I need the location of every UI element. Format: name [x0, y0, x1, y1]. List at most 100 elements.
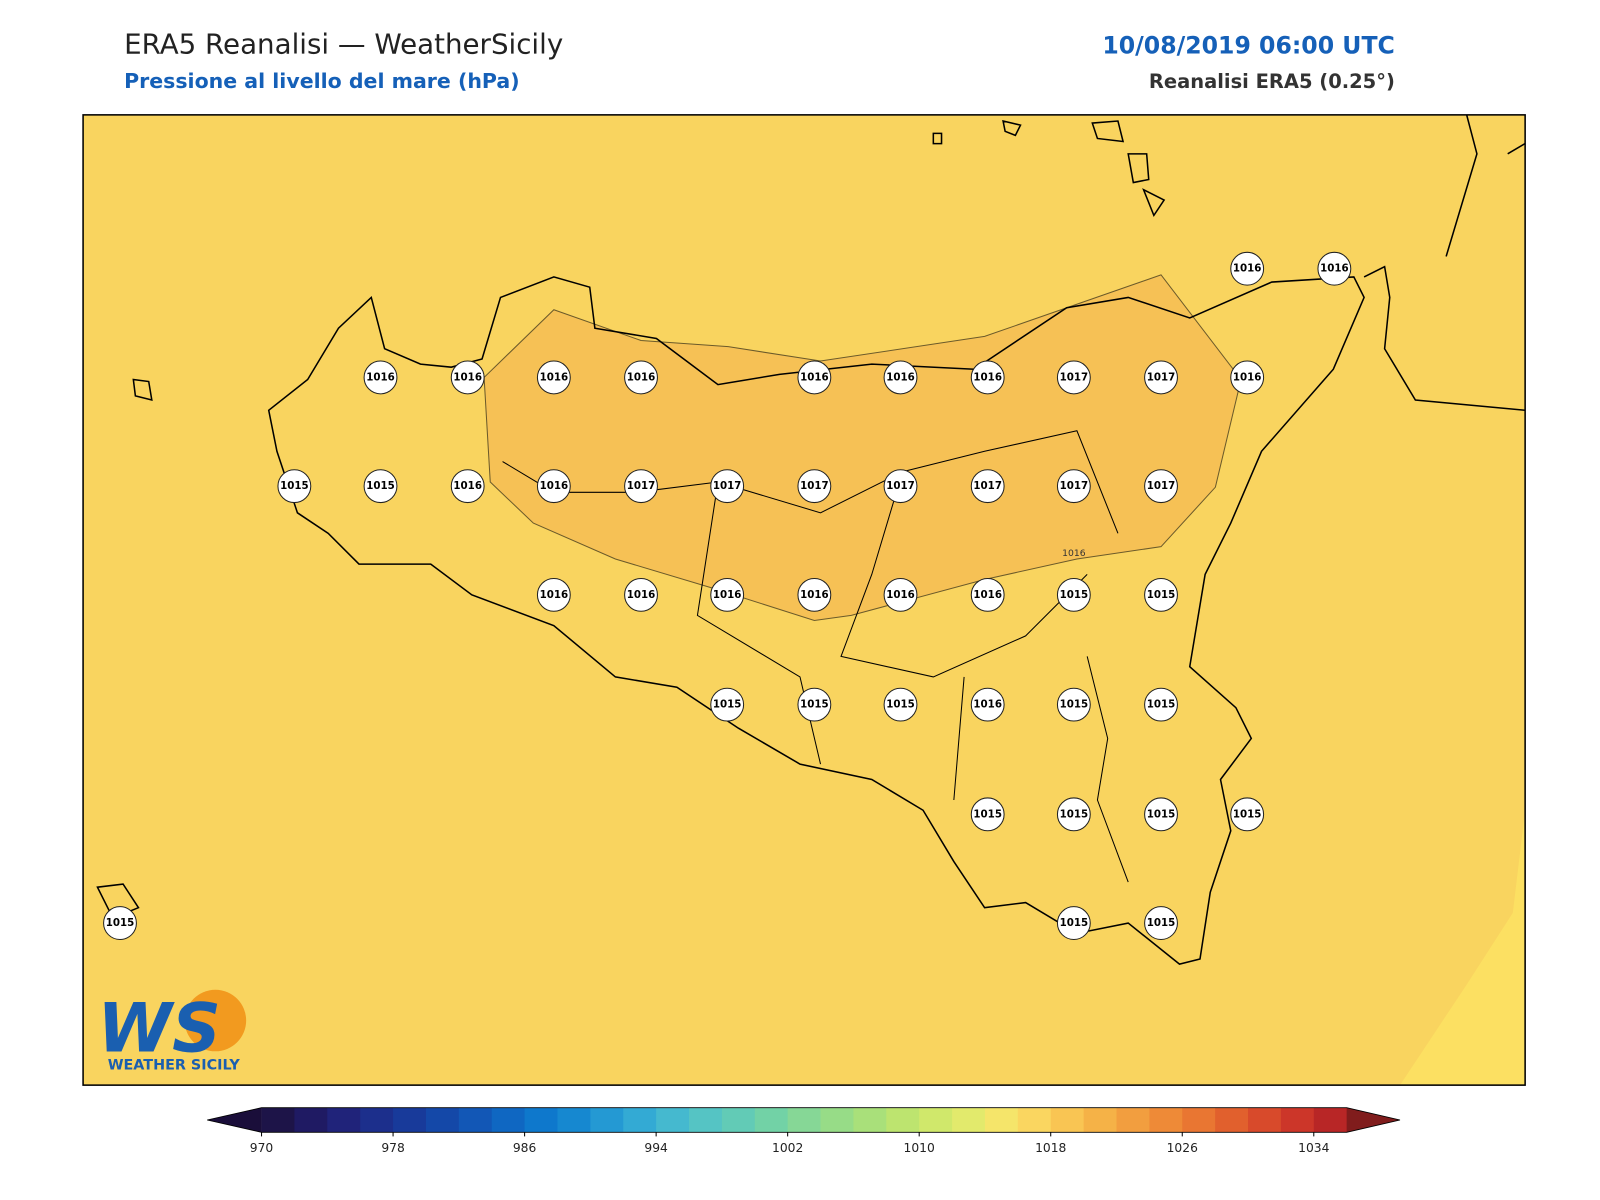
- station-marker: [1230, 360, 1265, 395]
- colorbar-segment: [1149, 1107, 1183, 1133]
- station-marker: [1144, 687, 1178, 722]
- station-value: 1017: [713, 480, 742, 492]
- station-value: 1015: [106, 917, 135, 929]
- station-marker: [536, 360, 571, 395]
- station-marker: [970, 797, 1005, 832]
- station-value: 1016: [1233, 263, 1262, 275]
- province-borders: [502, 430, 1129, 883]
- station-marker: [970, 577, 1005, 612]
- colorbar-tick-label: 1018: [1035, 1141, 1066, 1155]
- station-marker: [450, 469, 485, 504]
- colorbar-segment: [1248, 1107, 1282, 1133]
- station-value: 1015: [1060, 808, 1089, 820]
- logo-text: WEATHER SICILY: [108, 1058, 241, 1074]
- colorbar-segment: [1182, 1107, 1216, 1133]
- station-marker: [1056, 360, 1091, 395]
- station-marker: [103, 906, 137, 940]
- station-value: 1016: [627, 589, 656, 601]
- colorbar-segment: [984, 1107, 1019, 1133]
- colorbar-tick-label: 1034: [1298, 1141, 1329, 1155]
- station-value: 1016: [453, 480, 482, 492]
- logo-sun: [184, 989, 247, 1052]
- colorbar-segment: [294, 1107, 328, 1133]
- station-value: 1015: [1147, 699, 1176, 711]
- contour-label: 1016: [1062, 548, 1086, 559]
- station-marker: [883, 687, 918, 722]
- calabria-coastline: [1363, 114, 1526, 412]
- station-value: 1017: [1147, 480, 1176, 492]
- station-marker: [710, 687, 745, 722]
- colorbar-segment: [820, 1107, 854, 1133]
- station-marker: [536, 469, 571, 504]
- station-marker: [1230, 797, 1265, 832]
- colorbar-segment: [656, 1107, 690, 1133]
- colorbar-segment: [754, 1107, 789, 1133]
- station-value: 1016: [886, 589, 915, 601]
- colorbar-segment: [327, 1107, 361, 1133]
- station-marker: [536, 577, 571, 612]
- colorbar: 970 978 986 994 1002 1010 1018 1026 1034: [207, 1107, 1401, 1155]
- station-value: 1016: [540, 371, 569, 383]
- station-marker: [1056, 906, 1091, 940]
- source: Reanalisi ERA5 (0.25°): [1149, 70, 1395, 93]
- station-value: 1015: [1233, 808, 1262, 820]
- station-marker: [797, 577, 832, 612]
- station-value: 1016: [540, 589, 569, 601]
- station-marker: [970, 687, 1005, 722]
- station-marker: [363, 360, 398, 395]
- station-value: 1015: [1147, 589, 1176, 601]
- station-value: 1016: [1233, 371, 1262, 383]
- station-marker: [1144, 906, 1178, 940]
- colorbar-segment: [491, 1107, 526, 1133]
- station-value: 1017: [800, 480, 829, 492]
- colorbar-under: [207, 1107, 262, 1133]
- title: ERA5 Reanalisi — WeatherSicily: [124, 27, 563, 60]
- isobar-1016: [483, 274, 1242, 622]
- colorbar-tick-label: 1010: [904, 1141, 935, 1155]
- datetime: 10/08/2019 06:00 UTC: [1102, 31, 1394, 59]
- station-marker: [1056, 469, 1091, 504]
- colorbar-segment: [1083, 1107, 1118, 1133]
- station-marker: [363, 469, 398, 504]
- colorbar-segment: [557, 1107, 591, 1133]
- station-value: 1017: [973, 480, 1002, 492]
- colorbar-segment: [1050, 1107, 1085, 1133]
- station-value: 1017: [627, 480, 656, 492]
- station-value: 1016: [973, 589, 1002, 601]
- station-marker: [450, 360, 485, 395]
- colorbar-tick-label: 970: [250, 1141, 273, 1155]
- colorbar-segment: [787, 1107, 822, 1133]
- station-marker: [277, 469, 312, 504]
- station-value: 1016: [713, 589, 742, 601]
- colorbar-tick-label: 986: [513, 1141, 537, 1155]
- station-marker: [883, 469, 918, 504]
- station-value: 1015: [366, 480, 395, 492]
- station-value: 1015: [1147, 808, 1176, 820]
- colorbar-segment: [853, 1107, 887, 1133]
- colorbar-segment: [721, 1107, 756, 1133]
- station-value: 1016: [1320, 263, 1349, 275]
- station-marker: [624, 469, 658, 504]
- colorbar-segment: [1313, 1107, 1348, 1133]
- colorbar-segment: [425, 1107, 460, 1133]
- station-value: 1017: [886, 480, 915, 492]
- station-value: 1017: [1147, 371, 1176, 383]
- colorbar-tick-label: 1026: [1167, 1141, 1198, 1155]
- colorbar-segment: [689, 1107, 723, 1133]
- colorbar-segment: [590, 1107, 624, 1133]
- stations: 1016 1016 1016 1016 1016 1016 1016 1016 1016 1017…: [103, 251, 1352, 940]
- station-marker: [797, 687, 832, 722]
- station-marker: [710, 469, 745, 504]
- station-marker: [797, 469, 832, 504]
- station-marker: [1230, 251, 1265, 286]
- station-marker: [1056, 577, 1091, 612]
- islands: [96, 120, 1166, 919]
- colorbar-outline: [207, 1107, 1401, 1133]
- station-marker: [970, 469, 1005, 504]
- station-value: 1015: [1060, 589, 1089, 601]
- station-marker: [883, 360, 918, 395]
- station-marker: [624, 360, 658, 395]
- station-value: 1015: [1147, 917, 1176, 929]
- station-marker: [1144, 797, 1178, 832]
